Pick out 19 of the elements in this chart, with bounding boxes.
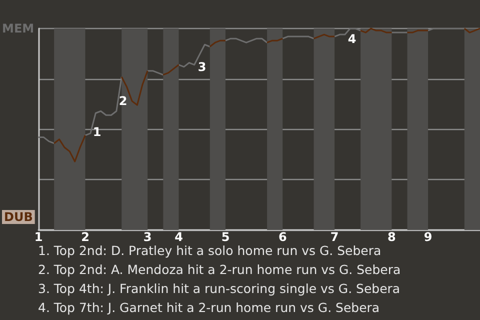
annotation: 1 bbox=[92, 125, 102, 139]
x-tick-label: 6 bbox=[278, 230, 287, 244]
text: 2. Top 2nd: A. Mendoza hit a 2-run home run vs G. Sebera bbox=[38, 262, 401, 277]
x-tick-label: 8 bbox=[388, 230, 396, 244]
x-tick-label: 4 bbox=[174, 230, 183, 244]
x-tick-label: 9 bbox=[424, 230, 432, 244]
annotation: 2 bbox=[118, 94, 128, 108]
x-tick-label: 3 bbox=[143, 230, 152, 244]
annotation: 3 bbox=[198, 60, 206, 74]
x-tick-label: 7 bbox=[330, 230, 339, 244]
text: 1. Top 2nd: D. Pratley hit a solo home run vs G. Sebera bbox=[38, 243, 382, 258]
annotation: 4 bbox=[348, 32, 356, 46]
text: 3. Top 4th: J. Franklin hit a run-scoring single vs G. Sebera bbox=[38, 281, 400, 296]
text: MEM bbox=[2, 22, 34, 36]
text: 4. Top 7th: J. Garnet hit a 2-run home run vs G. Sebera bbox=[38, 300, 380, 315]
text: DUB bbox=[4, 210, 33, 224]
x-tick-label: 2 bbox=[81, 230, 90, 244]
x-tick-label: 5 bbox=[221, 230, 230, 244]
x-tick-label: 1 bbox=[34, 230, 43, 244]
